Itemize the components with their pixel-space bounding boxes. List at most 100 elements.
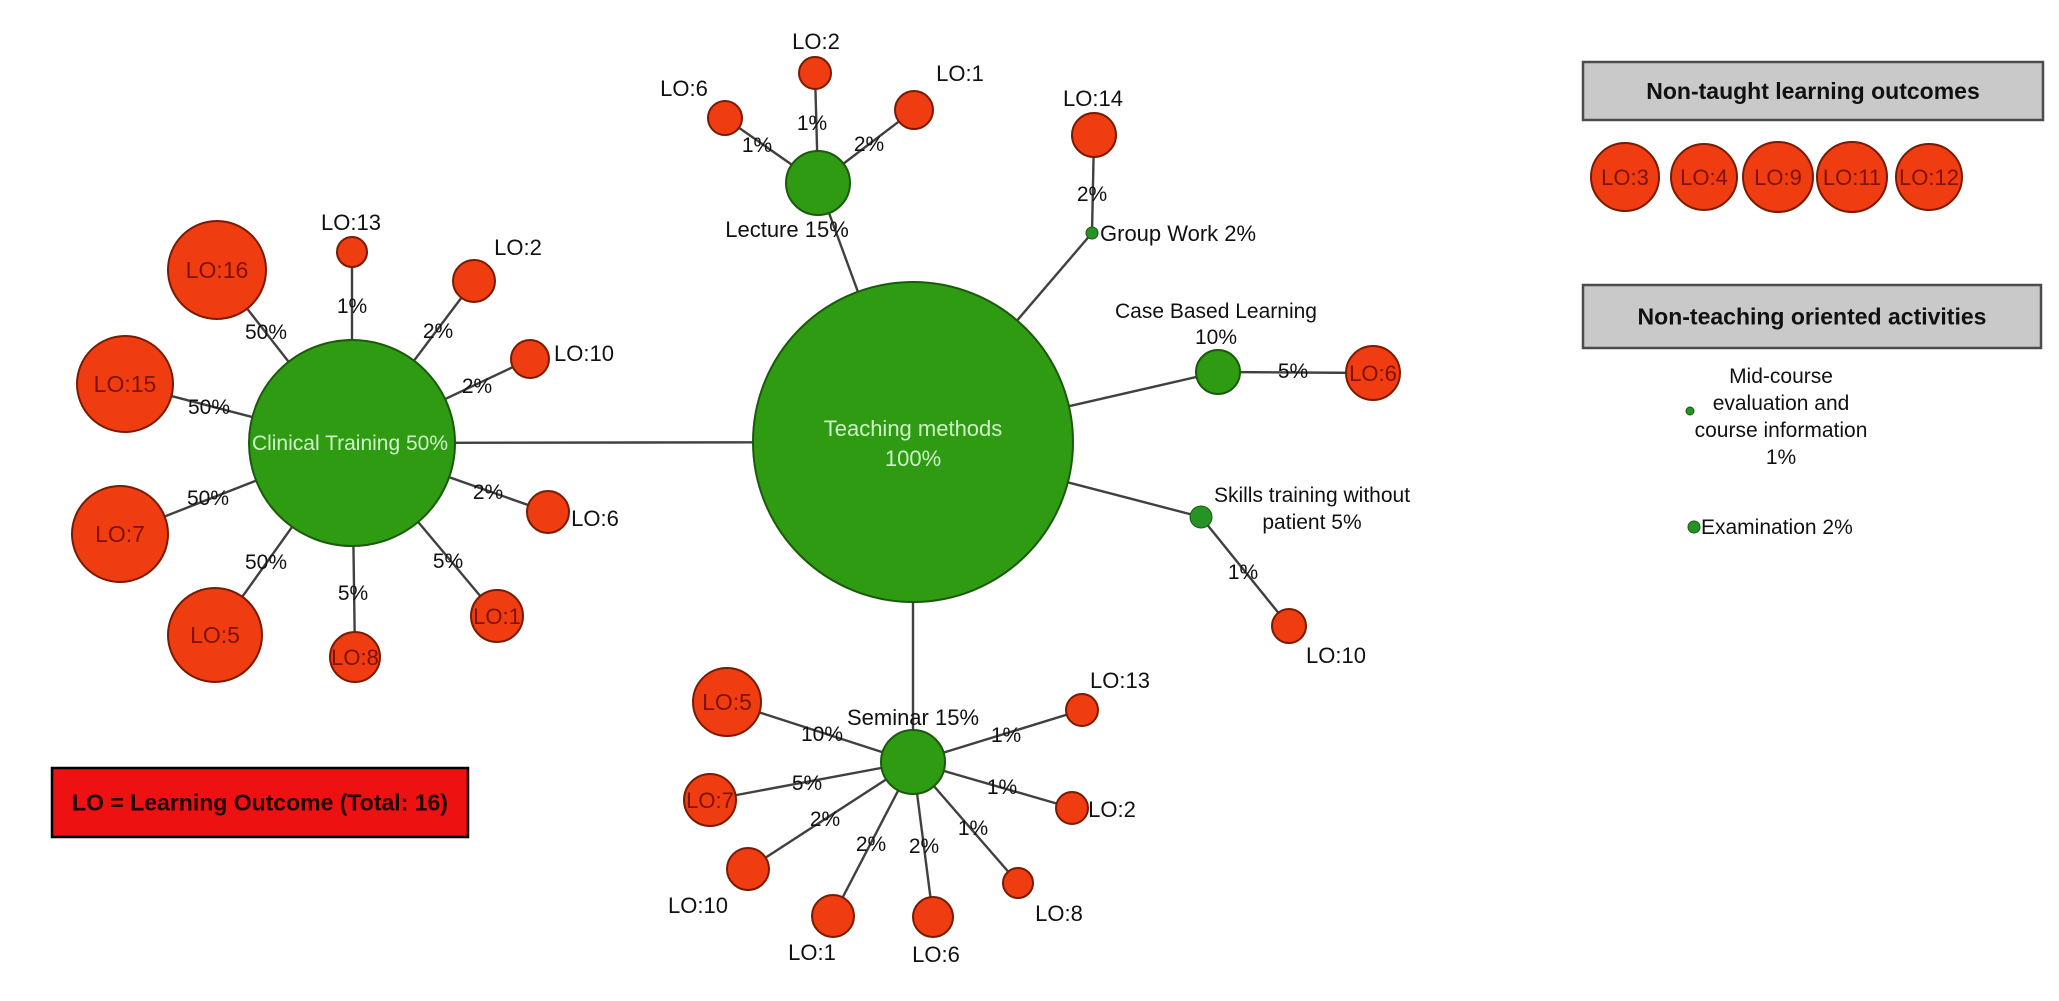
seminar-label: Seminar 15% xyxy=(847,705,979,730)
clinical-lo15-circle xyxy=(76,335,174,433)
clinical-lo1-label: LO:1 xyxy=(473,604,521,629)
clinical-lo2-label: LO:2 xyxy=(494,235,542,260)
edge-label-seminar-lo8-pct: 1% xyxy=(958,817,988,840)
clinical-lo16-circle xyxy=(167,220,267,320)
lecture-lo2-circle xyxy=(798,56,832,90)
clinical-training-circle xyxy=(248,339,456,547)
edge-label-cbl-lo6-pct: 5% xyxy=(1278,360,1308,383)
clinical-lo7-label: LO:7 xyxy=(95,521,145,547)
legend-lo12-circle xyxy=(1895,143,1963,211)
seminar-lo10-circle xyxy=(726,847,770,891)
edge-seminar--seminar-lo7 xyxy=(709,760,914,802)
edge-label-seminar-lo6-pct: 2% xyxy=(909,835,939,858)
clinical-lo10-label: LO:10 xyxy=(554,341,614,366)
legend-lo9-label: LO:9 xyxy=(1754,165,1802,190)
edge-label-lecture-lo6-pct: 1% xyxy=(742,134,772,157)
cbl-lo6-label: LO:6 xyxy=(1349,361,1397,386)
clinical-lo8-label: LO:8 xyxy=(331,645,379,670)
seminar-lo7-label: LO:7 xyxy=(686,788,734,813)
skills-lo10-label: LO:10 xyxy=(1306,643,1366,668)
seminar-lo10-label: LO:10 xyxy=(668,893,728,918)
seminar-lo2-circle xyxy=(1055,791,1089,825)
seminar-lo1-label: LO:1 xyxy=(788,940,836,965)
teaching-methods-circle xyxy=(752,281,1074,603)
group-work-lo14-circle xyxy=(1071,112,1117,158)
clinical-training-label: Clinical Training 50% xyxy=(252,432,448,455)
skills-lo10-circle xyxy=(1271,608,1307,644)
seminar-lo13-circle xyxy=(1065,693,1099,727)
seminar-lo8-circle xyxy=(1002,867,1034,899)
clinical-lo6-circle xyxy=(526,490,570,534)
legend-lo11-circle xyxy=(1816,141,1888,213)
seminar-lo5-label: LO:5 xyxy=(702,689,752,715)
lecture-circle xyxy=(785,150,851,216)
seminar-lo6-circle xyxy=(912,896,954,938)
legend-lo11-label: LO:11 xyxy=(1823,165,1881,190)
seminar-lo6-label: LO:6 xyxy=(912,942,960,967)
clinical-lo5-circle xyxy=(167,587,263,683)
group-work-label: Group Work 2% xyxy=(1100,221,1256,246)
edge-label-lecture-lo2-pct: 1% xyxy=(797,112,827,135)
teaching-methods-label: Teaching methods 100% xyxy=(824,416,1003,471)
clinical-lo5-label: LO:5 xyxy=(190,622,240,648)
edge-label-lecture-lo1-pct: 2% xyxy=(854,133,884,156)
lecture-lo2-label: LO:2 xyxy=(792,29,840,54)
clinical-lo16-label: LO:16 xyxy=(186,257,249,283)
clinical-lo2-circle xyxy=(452,259,496,303)
edge-label-clinical-lo8-pct: 5% xyxy=(338,582,368,605)
skills-training-label: Skills training without patient 5% xyxy=(1214,484,1410,534)
non-teaching-header-label: Non-teaching oriented activities xyxy=(1638,304,1987,330)
edge-label-skills-lo10-pct: 1% xyxy=(1228,561,1258,584)
seminar-lo5-circle xyxy=(692,667,762,737)
mid-course-dot-circle xyxy=(1685,406,1695,416)
non-taught-header-label: Non-taught learning outcomes xyxy=(1646,78,1980,104)
case-based-learning-circle xyxy=(1195,349,1241,395)
skills-training-circle xyxy=(1189,505,1213,529)
edge-label-group-work-lo14-pct: 2% xyxy=(1077,183,1107,206)
edge-label-seminar-lo1-pct: 2% xyxy=(856,833,886,856)
lecture-label: Lecture 15% xyxy=(725,217,849,242)
edge-label-clinical-lo15-pct: 50% xyxy=(188,396,230,419)
edge-label-clinical-lo10-pct: 2% xyxy=(462,375,492,398)
edge-label-clinical-lo2-pct: 2% xyxy=(423,320,453,343)
edge-label-clinical-lo6-pct: 2% xyxy=(473,481,503,504)
lecture-lo6-label: LO:6 xyxy=(660,76,708,101)
legend-lo4-circle xyxy=(1670,143,1738,211)
lecture-lo6-circle xyxy=(707,100,743,136)
edge-label-clinical-lo7-pct: 50% xyxy=(187,487,229,510)
legend-lo9-circle xyxy=(1742,141,1814,213)
lecture-lo1-label: LO:1 xyxy=(936,61,984,86)
seminar-circle xyxy=(880,729,946,795)
seminar-lo1-circle xyxy=(811,894,855,938)
group-work-circle xyxy=(1085,226,1099,240)
edge-label-seminar-lo13-pct: 1% xyxy=(991,724,1021,747)
seminar-lo8-label: LO:8 xyxy=(1035,901,1083,926)
clinical-lo10-circle xyxy=(510,339,550,379)
examination-dot-circle xyxy=(1687,520,1701,534)
edge-label-clinical-lo16-pct: 50% xyxy=(245,321,287,344)
mid-course-dot-label: Mid-course evaluation and course informati… xyxy=(1695,365,1868,469)
legend-lo3-circle xyxy=(1590,142,1660,212)
non-taught-header xyxy=(1581,60,2045,122)
edge-label-clinical-lo1-pct: 5% xyxy=(433,550,463,573)
edge-label-seminar-lo2-pct: 1% xyxy=(987,776,1017,799)
edge-label-seminar-lo10-pct: 2% xyxy=(810,808,840,831)
legend-lo12-label: LO:12 xyxy=(1899,165,1959,190)
legend-lo4-label: LO:4 xyxy=(1680,165,1728,190)
legend-lo3-label: LO:3 xyxy=(1601,165,1649,190)
edge-label-seminar-lo7-pct: 5% xyxy=(792,772,822,795)
seminar-lo2-label: LO:2 xyxy=(1088,797,1136,822)
seminar-lo7-circle xyxy=(683,773,737,827)
clinical-lo1-circle xyxy=(470,589,524,643)
clinical-lo13-label: LO:13 xyxy=(321,210,381,235)
note-box xyxy=(50,766,470,839)
clinical-lo8-circle xyxy=(329,631,381,683)
non-teaching-header xyxy=(1581,283,2043,350)
clinical-lo15-label: LO:15 xyxy=(94,371,157,397)
clinical-lo7-circle xyxy=(71,485,169,583)
clinical-lo13-circle xyxy=(336,236,368,268)
seminar-lo13-label: LO:13 xyxy=(1090,668,1150,693)
lecture-lo1-circle xyxy=(894,90,934,130)
